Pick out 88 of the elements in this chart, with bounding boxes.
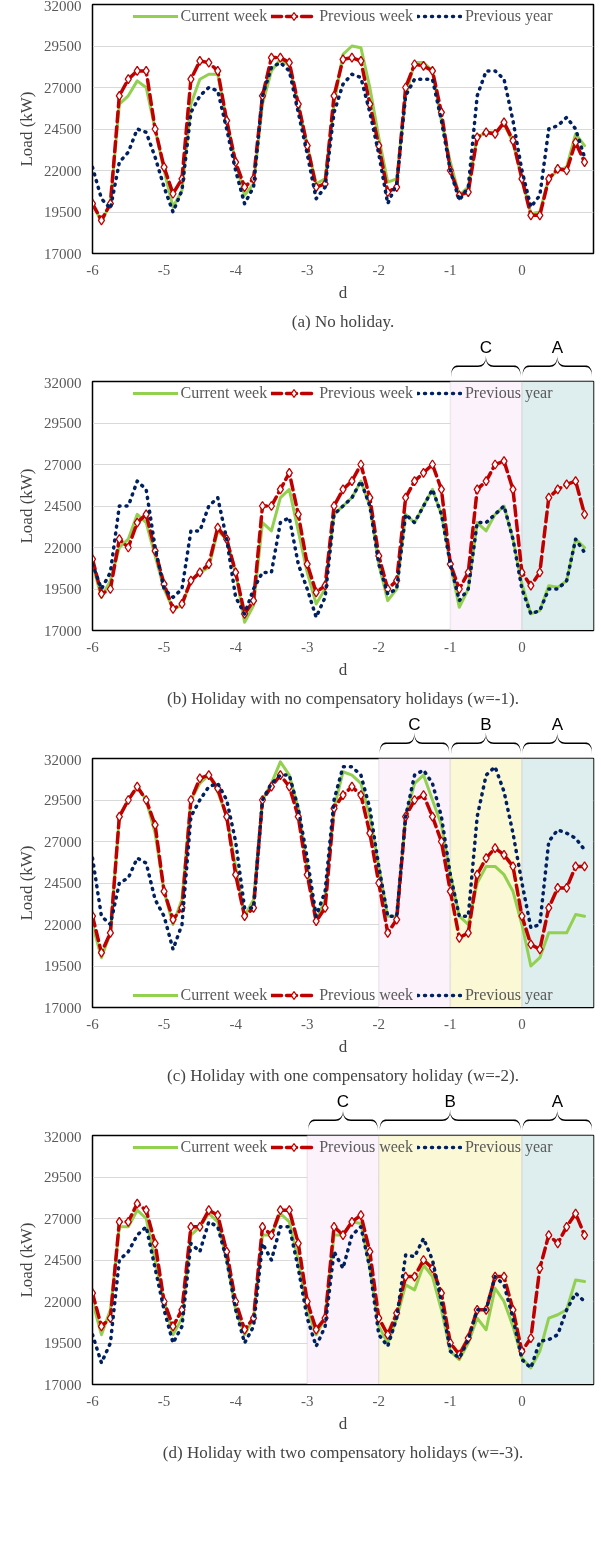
y-tick-label: 24500 [44, 121, 82, 137]
x-tick-label: -2 [372, 261, 386, 278]
y-tick-label: 24500 [44, 875, 82, 891]
y-tick-label: 29500 [44, 415, 82, 431]
y-tick-label: 27000 [44, 1210, 82, 1227]
legend-label: Current week [180, 7, 268, 25]
y-tick-label: 19500 [44, 958, 82, 974]
x-tick-label: -3 [300, 261, 314, 278]
x-tick-label: 0 [518, 638, 526, 655]
x-tick-label: -3 [300, 1392, 314, 1409]
y-tick-label: 32000 [44, 751, 82, 768]
x-tick-label: -2 [372, 638, 386, 655]
band-label: C [336, 1092, 350, 1111]
x-tick-label: 0 [518, 261, 526, 278]
x-tick-label: -3 [300, 638, 314, 655]
x-tick-label: -1 [444, 638, 457, 655]
y-tick-label: 24500 [44, 1252, 82, 1268]
y-tick-label: 19500 [44, 1335, 82, 1351]
y-tick-label: 17000 [44, 999, 82, 1016]
x-tick-label: -6 [86, 261, 100, 278]
band-label: B [444, 1092, 456, 1111]
text: (b) Holiday with no compensatory holidays (w=-1). [167, 688, 519, 708]
y-axis-title: Load (kW) [17, 845, 36, 921]
band-label: A [551, 715, 564, 734]
y-tick-label: 22000 [44, 916, 82, 933]
band-label: C [408, 715, 421, 734]
x-tick-label: -1 [444, 1392, 457, 1409]
y-tick-label: 32000 [44, 374, 82, 391]
band-label: B [480, 715, 492, 734]
y-tick-label: 17000 [44, 1376, 82, 1393]
legend-label: Previous year [464, 7, 553, 25]
y-tick-label: 32000 [44, 1128, 82, 1145]
legend-label: Previous year [464, 384, 553, 402]
x-axis-title: d [338, 659, 348, 679]
y-tick-label: 19500 [44, 581, 82, 597]
y-tick-label: 29500 [44, 792, 82, 808]
x-tick-label: -2 [372, 1392, 386, 1409]
legend-label: Previous week [319, 1138, 413, 1156]
x-tick-label: -6 [86, 1015, 100, 1032]
x-tick-label: -4 [229, 638, 243, 655]
x-tick-label: -4 [229, 1392, 243, 1409]
legend-label: Previous week [319, 384, 413, 402]
y-tick-label: 22000 [44, 539, 82, 556]
text: (d) Holiday with two compensatory holidays (w=-3). [162, 1442, 524, 1462]
x-tick-label: -5 [157, 638, 171, 655]
text: (c) Holiday with one compensatory holiday (w=-2). [167, 1065, 519, 1085]
legend-label: Current week [180, 1138, 268, 1156]
x-tick-label: -6 [86, 1392, 100, 1409]
x-tick-label: -6 [86, 638, 100, 655]
x-tick-label: -1 [444, 1015, 457, 1032]
legend-label: Current week [180, 986, 268, 1004]
y-tick-label: 27000 [44, 833, 82, 850]
y-axis-title: Load (kW) [17, 91, 36, 167]
y-axis-title: Load (kW) [17, 468, 36, 544]
y-tick-label: 22000 [44, 1293, 82, 1310]
x-tick-label: 0 [518, 1015, 526, 1032]
x-axis-title: d [338, 1036, 348, 1056]
y-tick-label: 17000 [44, 622, 82, 639]
y-tick-label: 22000 [44, 162, 82, 179]
band-label: C [479, 338, 493, 357]
y-tick-label: 27000 [44, 456, 82, 473]
x-axis-title: d [338, 1413, 348, 1433]
band-label: A [551, 338, 564, 357]
x-tick-label: -5 [157, 1015, 171, 1032]
y-tick-label: 24500 [44, 498, 82, 514]
x-tick-label: -4 [229, 261, 243, 278]
band-label: A [551, 1092, 564, 1111]
legend-label: Current week [180, 384, 268, 402]
y-axis-title: Load (kW) [17, 1222, 36, 1298]
x-tick-label: -4 [229, 1015, 243, 1032]
y-tick-label: 19500 [44, 204, 82, 220]
y-tick-label: 29500 [44, 1169, 82, 1185]
x-tick-label: -3 [300, 1015, 314, 1032]
y-tick-label: 17000 [44, 245, 82, 262]
x-tick-label: -5 [157, 261, 171, 278]
x-tick-label: -1 [444, 261, 457, 278]
text: (a) No holiday. [291, 311, 395, 331]
legend-label: Previous year [464, 986, 553, 1004]
y-tick-label: 27000 [44, 79, 82, 96]
legend-label: Previous week [319, 986, 413, 1004]
y-tick-label: 29500 [44, 38, 82, 54]
legend-label: Previous year [464, 1138, 553, 1156]
legend-label: Previous week [319, 7, 413, 25]
x-tick-label: 0 [518, 1392, 526, 1409]
x-tick-label: -5 [157, 1392, 171, 1409]
x-axis-title: d [338, 282, 348, 302]
x-tick-label: -2 [372, 1015, 386, 1032]
y-tick-label: 32000 [44, 0, 82, 14]
